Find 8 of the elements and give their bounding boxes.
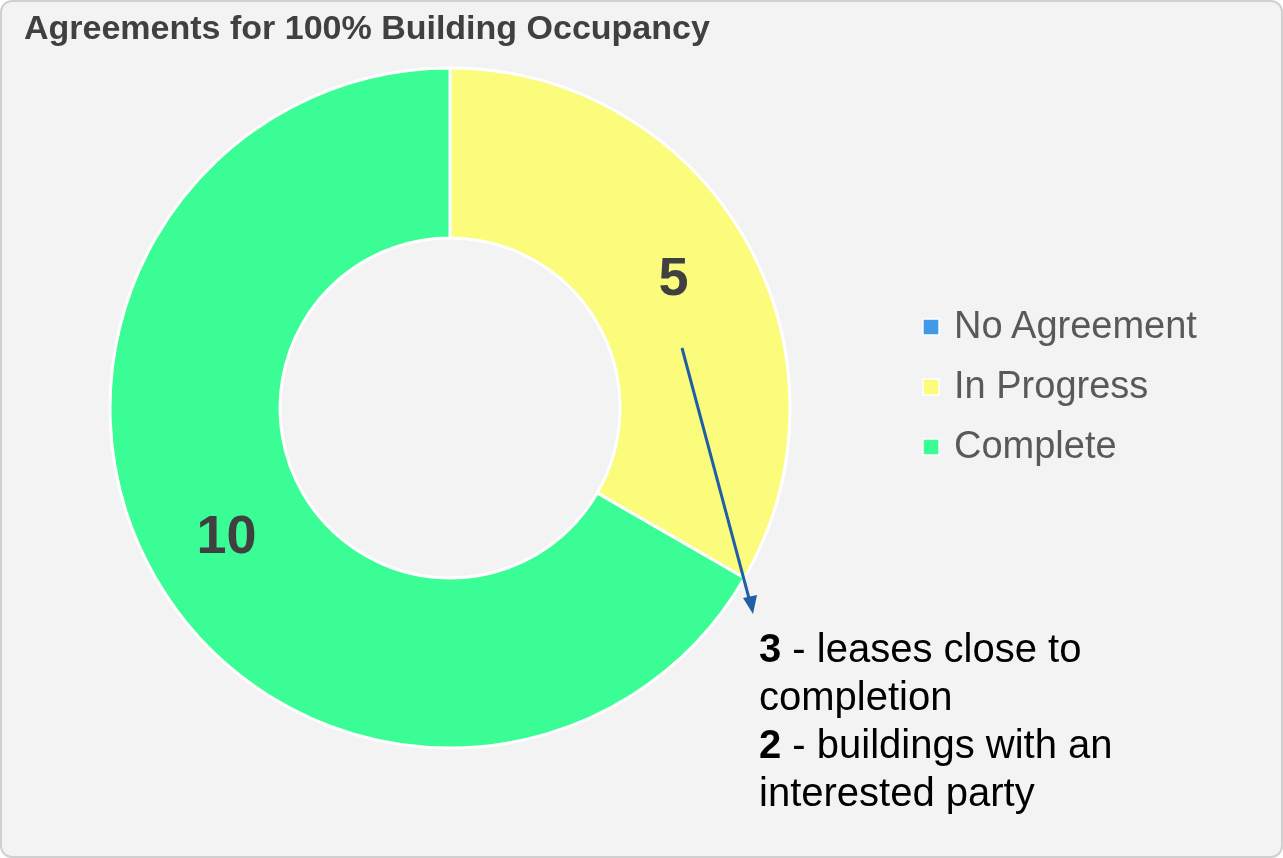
chart-title: Agreements for 100% Building Occupancy (24, 8, 710, 46)
data-label: 5 (658, 246, 689, 306)
data-label: 10 (196, 504, 257, 564)
text: 3 - leases close to completion (759, 625, 1083, 720)
legend-label: No Agreement (954, 304, 1198, 346)
text: 2 - buildings with an interested party (759, 721, 1114, 816)
legend-label: In Progress (954, 364, 1149, 406)
legend-label: Complete (954, 424, 1117, 466)
